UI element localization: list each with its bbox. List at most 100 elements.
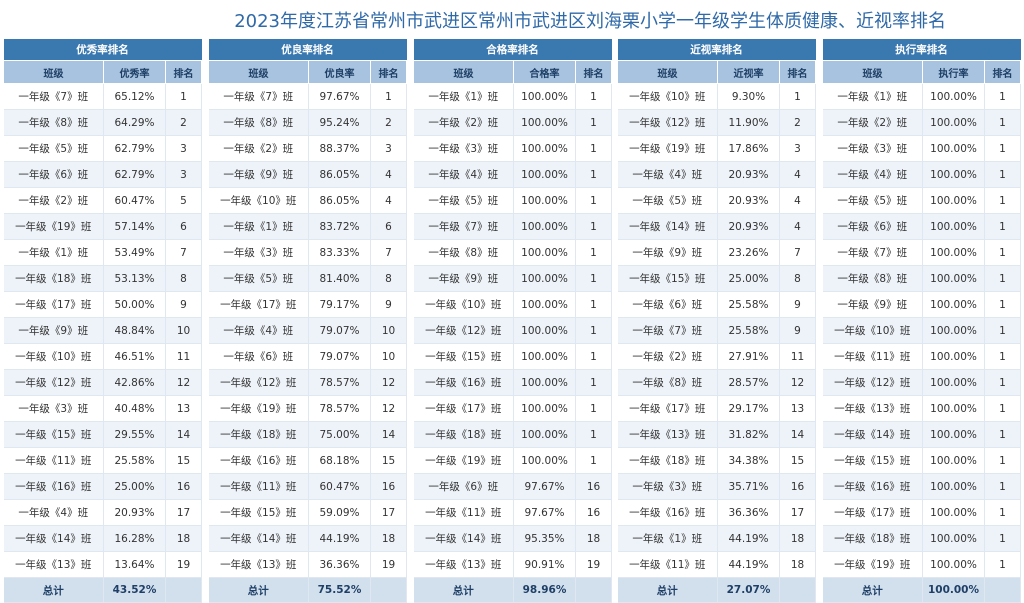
column-header-row: 班级 近视率 排名 — [617, 60, 816, 84]
class-cell: 一年级《18》班 — [822, 525, 923, 552]
rate-cell: 100.00% — [922, 187, 985, 214]
rate-cell: 16.28% — [103, 525, 166, 552]
rank-cell: 2 — [370, 109, 407, 136]
rank-cell: 19 — [575, 551, 612, 578]
class-cell: 一年级《1》班 — [208, 213, 309, 240]
class-cell: 一年级《12》班 — [413, 317, 514, 344]
column-header: 排名 — [575, 60, 612, 84]
rate-cell: 44.19% — [717, 551, 780, 578]
table-row: 一年级《5》班 20.93% 4 — [617, 187, 816, 214]
table-row: 一年级《12》班 11.90% 2 — [617, 109, 816, 136]
rank-cell: 16 — [370, 473, 407, 500]
rate-cell: 100.00% — [513, 317, 576, 344]
class-cell: 一年级《19》班 — [617, 135, 718, 162]
class-cell: 一年级《5》班 — [617, 187, 718, 214]
rate-cell: 90.91% — [513, 551, 576, 578]
rate-cell: 34.38% — [717, 447, 780, 474]
rank-cell: 14 — [165, 421, 202, 448]
rate-cell: 100.00% — [922, 343, 985, 370]
rank-cell: 7 — [165, 239, 202, 266]
rate-cell: 75.00% — [308, 421, 371, 448]
class-cell: 一年级《18》班 — [617, 447, 718, 474]
table-row: 一年级《3》班 100.00% 1 — [822, 135, 1021, 162]
table-row: 一年级《9》班 100.00% 1 — [413, 265, 612, 292]
table-row: 一年级《6》班 79.07% 10 — [208, 343, 407, 370]
table-row: 一年级《3》班 40.48% 13 — [3, 395, 202, 422]
table-row: 一年级《2》班 88.37% 3 — [208, 135, 407, 162]
rate-cell: 100.00% — [922, 551, 985, 578]
rate-cell: 100.00% — [513, 395, 576, 422]
table-row: 一年级《19》班 100.00% 1 — [822, 551, 1021, 578]
rank-cell: 2 — [779, 109, 816, 136]
table-row: 一年级《5》班 100.00% 1 — [822, 187, 1021, 214]
rank-cell: 1 — [984, 447, 1021, 474]
class-cell: 一年级《4》班 — [3, 499, 104, 526]
total-label: 总计 — [208, 577, 309, 603]
table-row: 一年级《7》班 100.00% 1 — [413, 213, 612, 240]
rank-cell: 18 — [779, 551, 816, 578]
table-row: 一年级《17》班 29.17% 13 — [617, 395, 816, 422]
rank-cell: 1 — [779, 83, 816, 110]
rank-cell: 1 — [984, 161, 1021, 188]
rank-cell: 1 — [575, 265, 612, 292]
table-row: 一年级《3》班 83.33% 7 — [208, 239, 407, 266]
class-cell: 一年级《7》班 — [822, 239, 923, 266]
table-row: 一年级《12》班 42.86% 12 — [3, 369, 202, 396]
class-cell: 一年级《11》班 — [208, 473, 309, 500]
rank-cell: 1 — [984, 109, 1021, 136]
class-cell: 一年级《4》班 — [617, 161, 718, 188]
table-row: 一年级《19》班 78.57% 12 — [208, 395, 407, 422]
column-header-row: 班级 优秀率 排名 — [3, 60, 202, 84]
class-cell: 一年级《4》班 — [822, 161, 923, 188]
table-row: 一年级《16》班 25.00% 16 — [3, 473, 202, 500]
rank-cell: 19 — [370, 551, 407, 578]
rate-cell: 100.00% — [922, 499, 985, 526]
rank-cell: 1 — [984, 499, 1021, 526]
total-rate: 27.07% — [717, 577, 780, 603]
rate-cell: 62.79% — [103, 135, 166, 162]
class-cell: 一年级《10》班 — [413, 291, 514, 318]
rate-cell: 100.00% — [513, 135, 576, 162]
class-cell: 一年级《5》班 — [3, 135, 104, 162]
rate-cell: 95.24% — [308, 109, 371, 136]
class-cell: 一年级《19》班 — [208, 395, 309, 422]
table-row: 一年级《4》班 100.00% 1 — [822, 161, 1021, 188]
class-cell: 一年级《4》班 — [413, 161, 514, 188]
class-cell: 一年级《15》班 — [617, 265, 718, 292]
class-cell: 一年级《10》班 — [822, 317, 923, 344]
class-cell: 一年级《9》班 — [822, 291, 923, 318]
rank-cell: 12 — [370, 369, 407, 396]
rate-cell: 57.14% — [103, 213, 166, 240]
rate-cell: 53.13% — [103, 265, 166, 292]
class-cell: 一年级《2》班 — [208, 135, 309, 162]
rate-cell: 23.26% — [717, 239, 780, 266]
class-cell: 一年级《2》班 — [3, 187, 104, 214]
rate-cell: 100.00% — [513, 213, 576, 240]
rank-cell: 1 — [984, 187, 1021, 214]
table-row: 一年级《14》班 16.28% 18 — [3, 525, 202, 552]
table-row: 一年级《8》班 28.57% 12 — [617, 369, 816, 396]
rank-cell: 1 — [984, 395, 1021, 422]
table-row: 一年级《13》班 31.82% 14 — [617, 421, 816, 448]
panel-title-row: 优秀率排名 — [3, 39, 202, 61]
rate-cell: 53.49% — [103, 239, 166, 266]
rate-cell: 100.00% — [922, 109, 985, 136]
rate-cell: 44.19% — [717, 525, 780, 552]
rank-cell: 5 — [165, 187, 202, 214]
rank-cell: 4 — [370, 187, 407, 214]
rate-cell: 100.00% — [922, 447, 985, 474]
total-rank — [165, 577, 202, 603]
rate-cell: 100.00% — [922, 369, 985, 396]
rank-cell: 9 — [165, 291, 202, 318]
table-row: 一年级《9》班 23.26% 7 — [617, 239, 816, 266]
class-cell: 一年级《19》班 — [3, 213, 104, 240]
column-header: 班级 — [617, 60, 718, 84]
rate-cell: 36.36% — [308, 551, 371, 578]
column-header: 优秀率 — [103, 60, 166, 84]
panel-title-row: 合格率排名 — [413, 39, 612, 61]
class-cell: 一年级《12》班 — [822, 369, 923, 396]
rank-cell: 2 — [165, 109, 202, 136]
rank-cell: 14 — [370, 421, 407, 448]
excellent-rate-panel: 优秀率排名 班级 优秀率 排名 一年级《7》班 65.12% 1 一年级《8》班 64.29% 2… — [3, 39, 202, 603]
rank-cell: 1 — [575, 213, 612, 240]
